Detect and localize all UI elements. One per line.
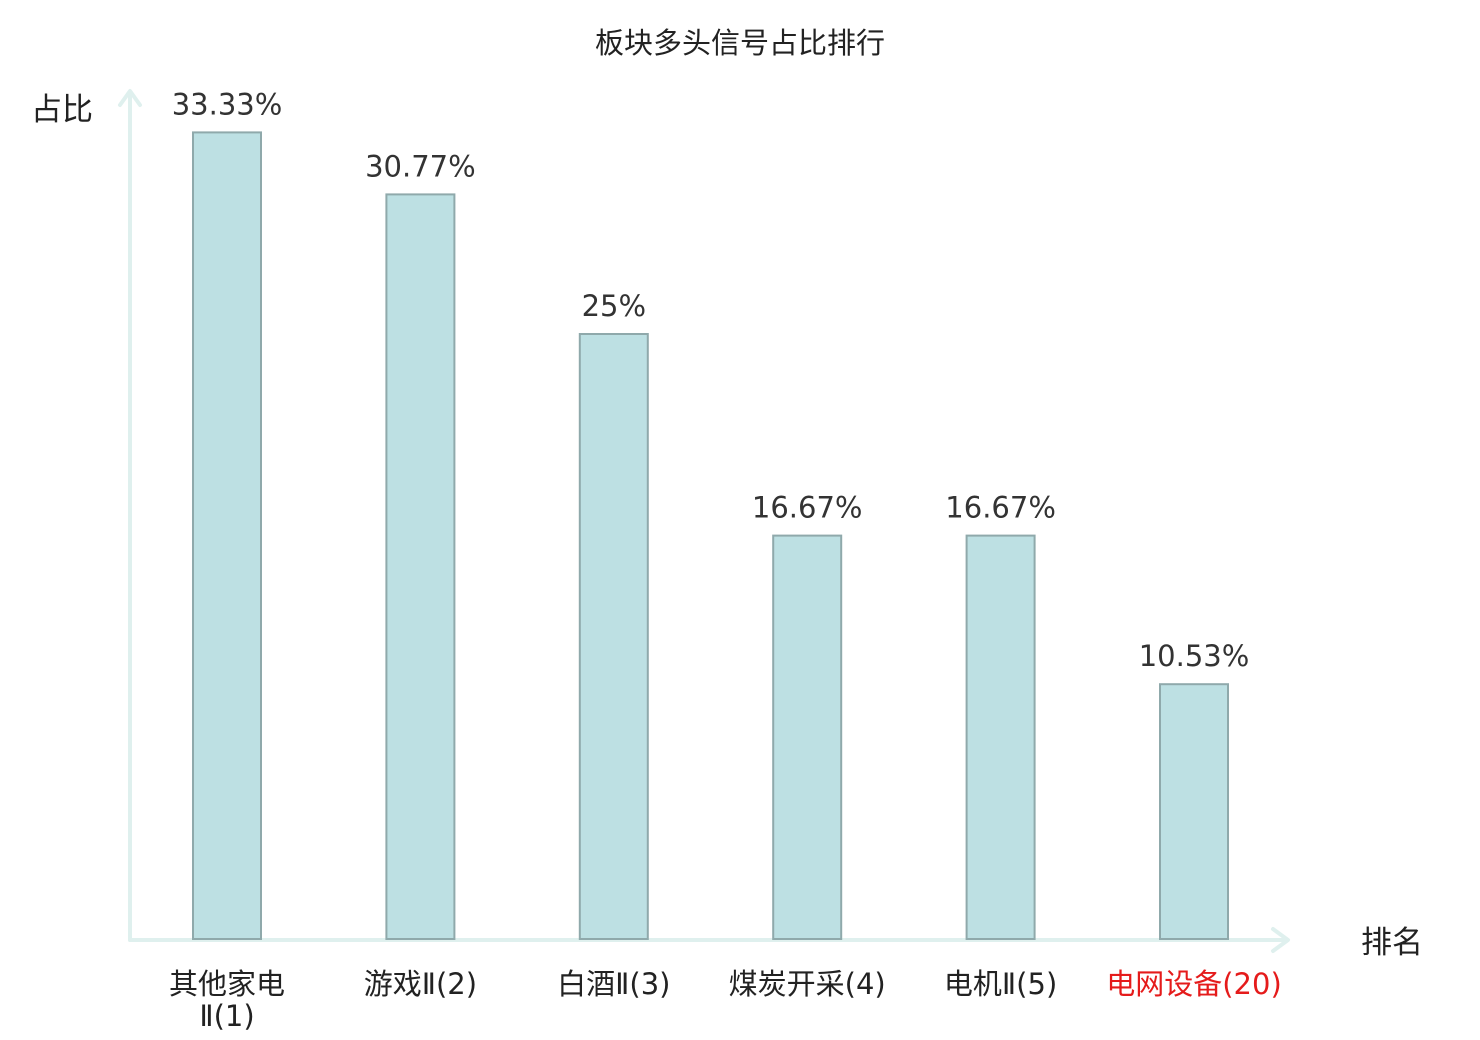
y-axis-label: 占比 bbox=[31, 92, 93, 128]
value-label-3: 25% bbox=[582, 289, 646, 323]
chart-title: 板块多头信号占比排行 bbox=[595, 26, 885, 60]
bar-5 bbox=[965, 534, 1036, 940]
category-label-2: 游戏Ⅱ(2) bbox=[364, 967, 477, 1001]
category-label-3: 白酒Ⅱ(3) bbox=[557, 967, 670, 1001]
category-labels-group: 其他家电 Ⅱ(1) 游戏Ⅱ(2) 白酒Ⅱ(3) 煤炭开采(4) 电机Ⅱ(5) 电网设备(20… bbox=[169, 967, 1282, 1033]
category-label-6: 电网设备(20) bbox=[1106, 967, 1282, 1001]
category-label-4: 煤炭开采(4) bbox=[729, 967, 886, 1001]
category-label-1: 其他家电 Ⅱ(1) bbox=[169, 967, 285, 1033]
category-label-5: 电机Ⅱ(5) bbox=[944, 967, 1057, 1001]
category-label-line-2: Ⅱ(1) bbox=[199, 999, 254, 1033]
bar-1 bbox=[192, 131, 262, 940]
category-label-line-1: 其他家电 bbox=[169, 967, 285, 1001]
value-label-4: 16.67% bbox=[752, 491, 863, 525]
axes bbox=[118, 89, 1290, 953]
x-axis-label: 排名 bbox=[1361, 925, 1423, 961]
bar-6 bbox=[1159, 683, 1229, 941]
bar-3 bbox=[578, 333, 649, 940]
value-label-1: 33.33% bbox=[172, 87, 283, 121]
x-axis-arrow bbox=[1271, 927, 1290, 953]
bar-2 bbox=[385, 193, 456, 940]
bar-4 bbox=[772, 534, 843, 940]
bars-group bbox=[192, 131, 1229, 941]
value-labels-group: 33.33% 30.77% 25% 16.67% 16.67% 10.53% bbox=[172, 87, 1250, 673]
y-axis-arrow bbox=[118, 89, 142, 107]
value-label-2: 30.77% bbox=[365, 149, 476, 183]
value-label-5: 16.67% bbox=[945, 491, 1056, 525]
value-label-6: 10.53% bbox=[1139, 639, 1250, 673]
